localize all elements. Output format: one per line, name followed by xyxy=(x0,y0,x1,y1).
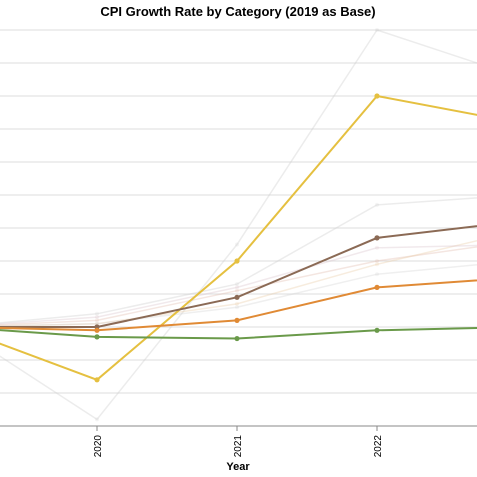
data-point xyxy=(94,327,100,333)
data-point xyxy=(95,417,99,422)
series-line xyxy=(0,246,477,326)
data-point xyxy=(234,335,240,342)
data-point xyxy=(375,259,379,263)
data-point xyxy=(375,202,379,207)
data-point xyxy=(374,93,380,99)
x-tick-label: 2020 xyxy=(93,435,104,458)
data-point xyxy=(374,284,380,290)
data-point xyxy=(375,28,379,32)
data-point xyxy=(95,315,99,320)
x-axis-title: Year xyxy=(226,461,250,473)
data-point xyxy=(375,245,379,250)
data-point xyxy=(235,285,239,290)
x-axis: 2020 2021 2022 xyxy=(0,425,477,458)
data-point xyxy=(234,258,240,264)
chart-title: CPI Growth Rate by Category (2019 as Bas… xyxy=(100,4,375,19)
data-point xyxy=(95,311,99,316)
data-point xyxy=(235,242,239,247)
data-point xyxy=(235,301,239,306)
data-point xyxy=(94,334,100,340)
series-group xyxy=(0,28,477,422)
data-point xyxy=(234,317,240,323)
data-point xyxy=(235,305,239,310)
series-line xyxy=(0,239,477,327)
data-point xyxy=(235,288,239,293)
data-point xyxy=(375,272,379,277)
data-point xyxy=(374,327,380,333)
series-line xyxy=(0,264,477,327)
data-point xyxy=(375,262,379,267)
data-point xyxy=(95,318,99,323)
series-line xyxy=(0,244,477,325)
data-point xyxy=(234,294,240,300)
series-line xyxy=(0,29,477,421)
data-point xyxy=(374,235,380,241)
x-tick-label: 2022 xyxy=(373,435,384,458)
x-tick-label: 2021 xyxy=(233,435,244,458)
series-line xyxy=(0,225,477,328)
series-line xyxy=(0,197,477,324)
data-point xyxy=(94,377,100,383)
data-point xyxy=(235,282,239,287)
